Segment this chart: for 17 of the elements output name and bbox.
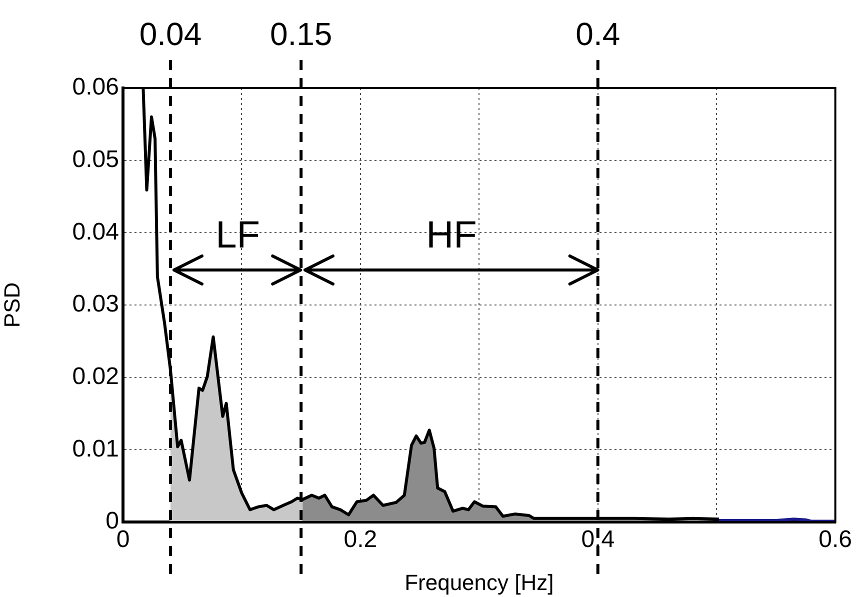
y-tick-label: 0.03	[72, 290, 119, 318]
ref-line-label: 0.15	[270, 16, 332, 52]
y-tick-label: 0.01	[72, 435, 119, 462]
y-tick-label: 0.04	[72, 218, 119, 246]
y-axis-title: PSD	[0, 282, 24, 328]
ref-line-label: 0.04	[139, 16, 202, 52]
x-tick-label: 0.4	[581, 526, 615, 554]
annotation: HF	[426, 214, 477, 256]
x-tick-label: 0.6	[818, 526, 852, 554]
y-tick-label: 0	[106, 508, 119, 535]
annotation: LF	[216, 214, 260, 256]
x-axis-title: Frequency [Hz]	[404, 570, 554, 595]
ref-line-label: 0.4	[576, 16, 620, 52]
y-tick-label: 0.06	[72, 74, 119, 101]
y-tick-label: 0.02	[72, 362, 119, 390]
x-tick-label: 0.2	[344, 526, 378, 554]
y-tick-label: 0.05	[72, 146, 119, 173]
